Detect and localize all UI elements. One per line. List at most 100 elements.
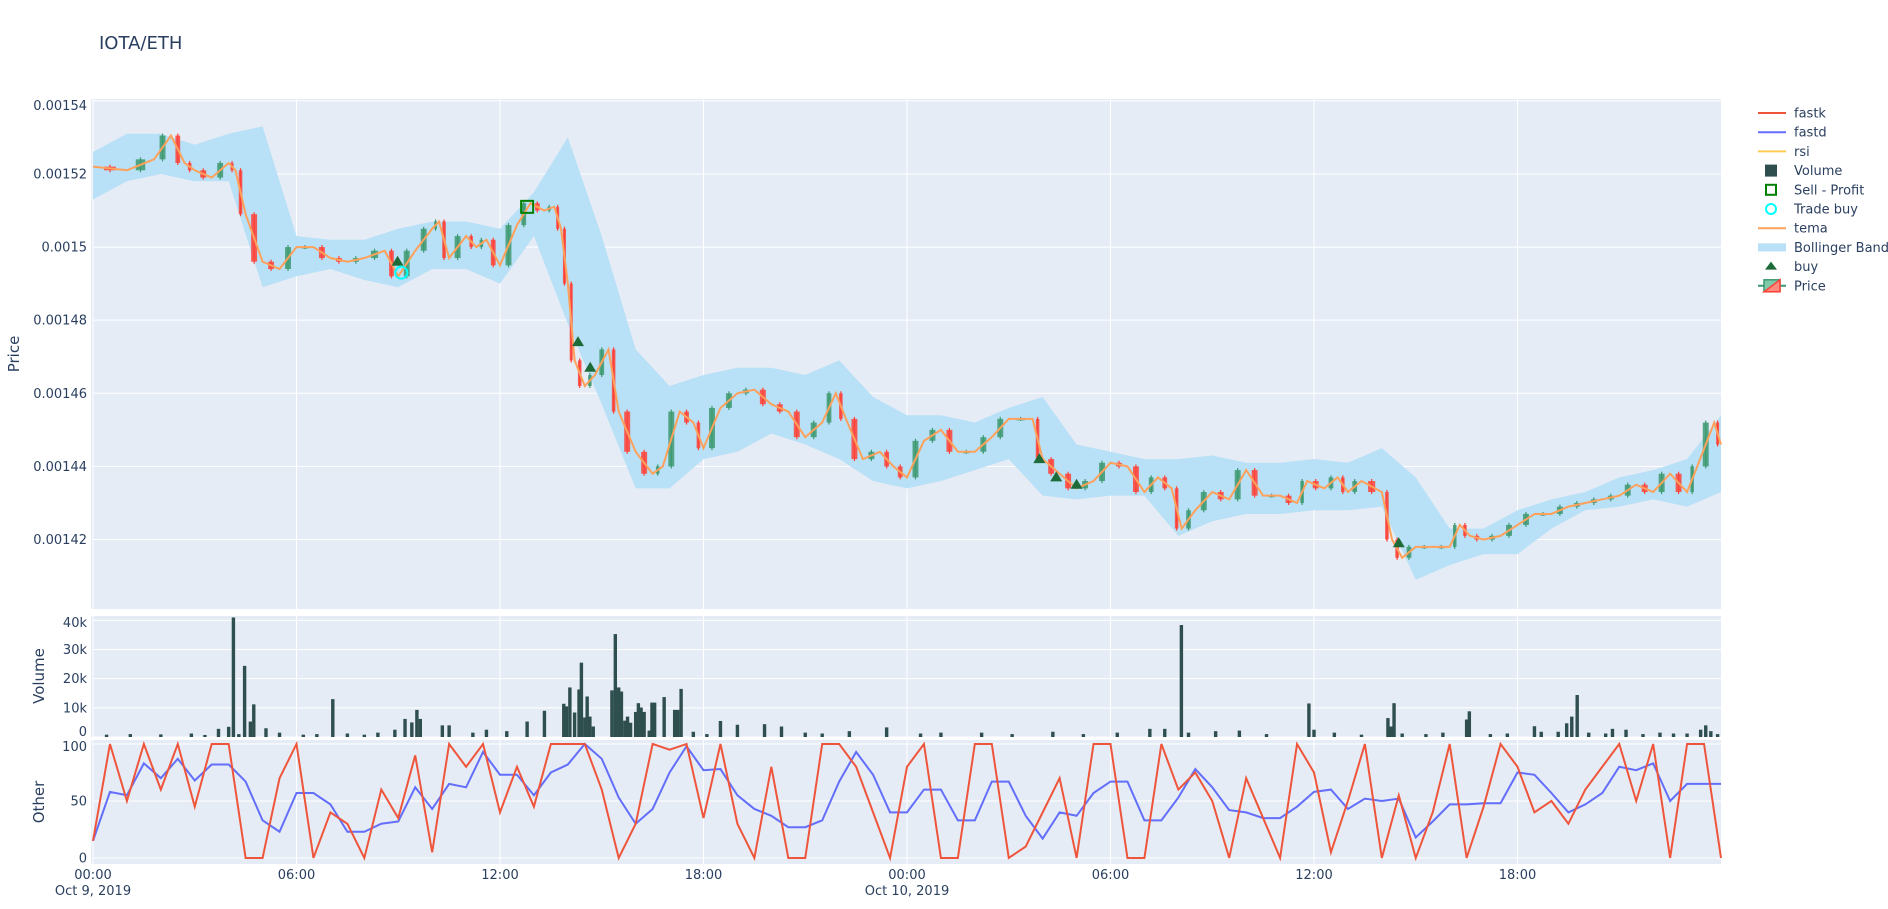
volume-bar[interactable] [585,696,589,737]
volume-bar[interactable] [447,725,451,737]
volume-bar[interactable] [1704,725,1708,737]
volume-bar[interactable] [636,703,641,737]
volume-bar[interactable] [939,732,943,737]
volume-bar[interactable] [237,734,241,737]
volume-bar[interactable] [1179,625,1184,737]
volume-bar[interactable] [226,726,231,737]
volume-bar[interactable] [345,733,350,737]
volume-bar[interactable] [418,718,422,737]
buy-marker[interactable] [1033,453,1046,464]
volume-bar[interactable] [301,734,305,737]
volume-bar[interactable] [762,724,767,737]
volume-bar[interactable] [248,721,253,737]
fastk-line[interactable] [92,740,1722,862]
volume-bar[interactable] [718,720,723,737]
volume-bar[interactable] [820,733,824,737]
volume-bar[interactable] [562,703,566,737]
volume-bar[interactable] [639,707,643,737]
volume-bar[interactable] [610,690,614,737]
buy-marker[interactable] [1070,478,1083,489]
buy-marker[interactable] [1392,537,1405,548]
volume-bar[interactable] [410,722,414,737]
volume-bar[interactable] [588,716,592,737]
volume-bar[interactable] [1163,728,1167,737]
volume-bar[interactable] [440,725,445,737]
volume-bar[interactable] [613,634,618,737]
volume-bar[interactable] [1658,732,1662,737]
volume-bar[interactable] [779,726,784,737]
volume-bar[interactable] [1115,732,1119,737]
buy-marker[interactable] [391,255,404,266]
price-plot[interactable] [92,126,1722,580]
volume-bar[interactable] [505,731,509,737]
volume-bar[interactable] [1392,703,1396,737]
legend-item-fastd[interactable]: fastd [1758,126,1827,141]
volume-bar[interactable] [1671,733,1676,737]
volume-bar[interactable] [1709,731,1713,737]
volume-bar[interactable] [1698,729,1703,737]
volume-bar[interactable] [1307,703,1311,737]
volume-bar[interactable] [216,728,221,737]
buy-marker[interactable] [584,361,597,372]
volume-bar[interactable] [1556,731,1560,737]
volume-bar[interactable] [652,702,657,737]
volume-bar[interactable] [625,716,630,737]
volume-bar[interactable] [1424,734,1428,737]
volume-bar[interactable] [1264,734,1269,737]
volume-bar[interactable] [264,728,268,737]
volume-bar[interactable] [572,712,577,737]
volume-bar[interactable] [1148,728,1152,737]
volume-bar[interactable] [1441,732,1445,737]
legend-item-volume[interactable]: Volume [1765,164,1842,179]
legend-item-trade-buy[interactable]: Trade buy [1765,203,1858,218]
volume-bar[interactable] [672,709,677,737]
volume-bar[interactable] [315,734,319,737]
volume-bar[interactable] [591,726,595,737]
buy-marker[interactable] [1050,471,1063,482]
volume-bar[interactable] [1237,730,1242,737]
volume-bar[interactable] [691,731,696,737]
volume-bar[interactable] [1359,734,1364,737]
volume-bar[interactable] [525,721,529,737]
volume-bar[interactable] [1488,734,1493,737]
buy-marker[interactable] [572,336,585,347]
volume-bar[interactable] [542,710,547,737]
legend-item-buy[interactable]: buy [1765,260,1818,275]
volume-bar[interactable] [803,732,807,737]
volume-bar[interactable] [617,687,621,737]
volume-bar[interactable] [231,617,236,737]
volume-bar[interactable] [1467,711,1472,737]
volume-bar[interactable] [1386,718,1390,737]
volume-bar[interactable] [1081,734,1086,737]
volume-bar[interactable] [705,734,709,737]
volume-bar[interactable] [393,729,397,737]
volume-bar[interactable] [376,732,380,737]
volume-bar[interactable] [623,720,627,737]
volume-bar[interactable] [579,662,584,737]
volume-bar[interactable] [918,733,923,737]
volume-bar[interactable] [471,732,475,737]
volume-bar[interactable] [650,702,654,737]
volume-bar[interactable] [128,734,133,737]
volume-bar[interactable] [362,734,367,737]
volume-bar[interactable] [277,732,282,737]
volume-bar[interactable] [633,711,638,737]
volume-bar[interactable] [1610,728,1615,737]
trade-buy-marker[interactable] [394,265,409,280]
volume-bar[interactable] [1389,726,1393,737]
volume-bar[interactable] [1051,731,1055,737]
volume-bar[interactable] [1603,733,1608,737]
volume-bar[interactable] [1464,719,1469,737]
volume-bar[interactable] [577,689,581,737]
legend-item-bollinger-band[interactable]: Bollinger Band [1758,241,1888,256]
volume-bar[interactable] [847,731,852,737]
volume-bar[interactable] [189,733,194,737]
oscillator-plot[interactable] [92,740,1722,862]
volume-bar[interactable] [104,734,109,737]
volume-bar[interactable] [884,727,889,737]
volume-bar[interactable] [1332,732,1337,737]
legend-item-price[interactable]: Price [1758,278,1826,294]
volume-bar[interactable] [1715,734,1720,737]
volume-bar[interactable] [1213,731,1218,737]
legend-item-sell-profit[interactable]: Sell - Profit [1765,183,1864,198]
